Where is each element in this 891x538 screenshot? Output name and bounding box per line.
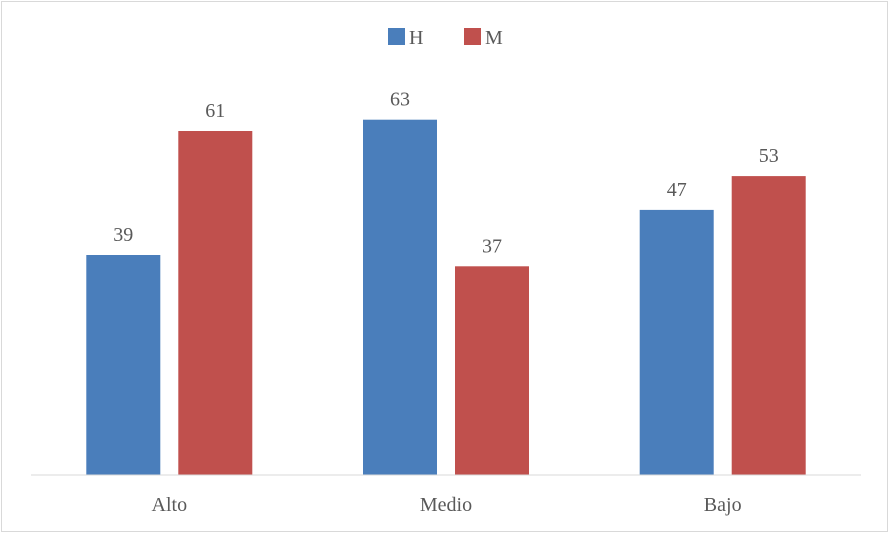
data-labels-group: 39 61 63 37 47 53	[113, 89, 778, 258]
x-tick-label-medio: Medio	[420, 494, 472, 516]
legend-label-h: H	[409, 27, 423, 49]
data-label-h-bajo: 47	[667, 179, 687, 201]
bar-h-bajo	[639, 209, 714, 475]
data-label-m-alto: 61	[205, 100, 225, 122]
bar-m-medio	[455, 266, 529, 475]
bar-m-bajo	[731, 176, 806, 475]
bars-group	[86, 119, 806, 475]
bar-h-alto	[86, 255, 161, 475]
data-label-m-medio: 37	[482, 235, 502, 257]
legend-swatch-m	[464, 28, 481, 45]
data-label-m-bajo: 53	[759, 145, 779, 167]
legend-swatch-h	[388, 28, 405, 45]
x-tick-label-bajo: Bajo	[704, 494, 742, 516]
data-label-h-alto: 39	[113, 224, 133, 246]
x-tick-label-alto: Alto	[152, 494, 188, 516]
x-tick-labels: Alto Medio Bajo	[152, 494, 742, 516]
legend-label-m: M	[485, 27, 503, 49]
data-label-h-medio: 63	[390, 89, 410, 111]
bar-m-alto	[178, 131, 253, 475]
bar-h-medio	[363, 119, 437, 475]
